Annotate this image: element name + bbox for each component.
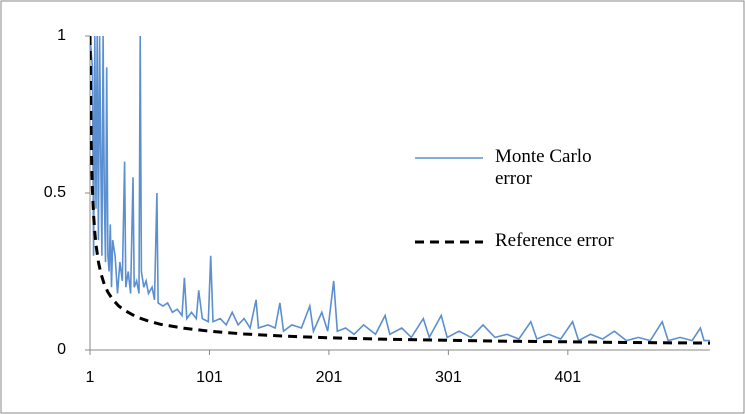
- legend-label: Monte Carlo error: [495, 146, 592, 189]
- x-tick-label: 101: [196, 369, 223, 386]
- x-tick-label: 401: [554, 369, 581, 386]
- series-line: [90, 35, 710, 342]
- x-tick-label: 201: [316, 369, 343, 386]
- legend-label: Reference error: [495, 230, 614, 251]
- x-tick-label: 1: [86, 369, 95, 386]
- x-tick-label: 301: [435, 369, 462, 386]
- y-tick-label: 0.5: [44, 184, 66, 201]
- series-line: [90, 35, 710, 345]
- plot-area: [90, 35, 710, 345]
- y-tick-label: 0: [57, 341, 66, 358]
- y-tick-label: 1: [57, 27, 66, 44]
